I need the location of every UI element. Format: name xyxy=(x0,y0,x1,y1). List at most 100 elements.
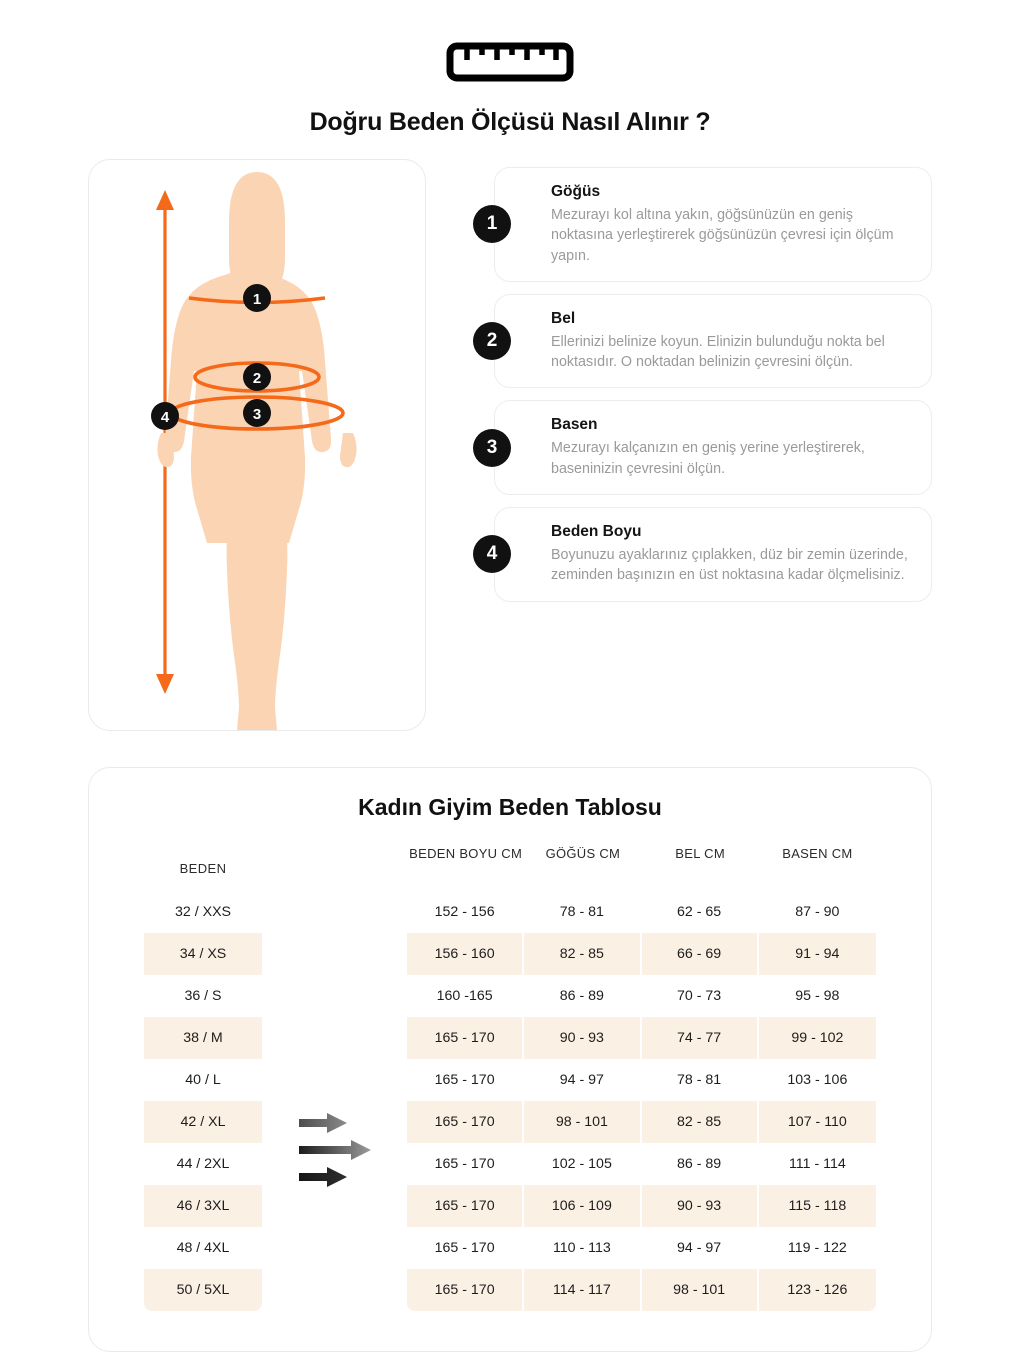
instruction-title-waist: Bel xyxy=(551,309,576,327)
instruction-cards: 1 Göğüs Mezurayı kol altına yakın, göğsü… xyxy=(472,159,932,602)
measurement-cell: 70 - 73 xyxy=(642,975,759,1017)
size-cell: 36 / S xyxy=(144,975,262,1017)
measurement-cell: 165 - 170 xyxy=(407,1059,525,1101)
measurement-cell: 99 - 102 xyxy=(791,1030,844,1046)
page-header: Doğru Beden Ölçüsü Nasıl Alınır ? xyxy=(0,0,1020,137)
table-row: 165 - 170 106 - 109 90 - 93 115 - 118 xyxy=(407,1185,876,1227)
measurement-column-header: BASEN CM xyxy=(782,846,853,861)
ruler-icon-wrap xyxy=(0,34,1020,90)
instruction-title-chest: Göğüs xyxy=(551,183,601,200)
arrows-column xyxy=(262,845,407,1311)
instruction-card-chest: 1 Göğüs Mezurayı kol altına yakın, göğsü… xyxy=(473,167,932,282)
measurement-cell: 82 - 85 xyxy=(524,933,642,975)
measurement-row-list: 152 - 156 78 - 81 62 - 65 87 - 90 156 - 160 8… xyxy=(407,891,876,1311)
measurement-cell: 165 - 170 xyxy=(407,1269,525,1311)
instruction-title-hips: Basen xyxy=(551,416,598,434)
size-cell-list: 32 / XXS 34 / XS 36 / S 38 / M 40 / L 42 / XL… xyxy=(144,891,262,1311)
ruler-icon xyxy=(446,42,574,82)
measurement-cell: 103 - 106 xyxy=(787,1072,848,1088)
measurement-cell: 165 - 170 xyxy=(407,1101,525,1143)
table-row: 165 - 170 94 - 97 78 - 81 103 - 106 xyxy=(407,1059,876,1101)
measurement-cell: 115 - 118 xyxy=(788,1198,847,1214)
measurement-cell: 107 - 110 xyxy=(787,1114,847,1130)
figure-badge-3: 3 xyxy=(243,399,271,427)
measurement-cell: 95 - 98 xyxy=(795,988,840,1004)
arrow-group xyxy=(298,1113,371,1187)
table-row: 165 - 170 110 - 113 94 - 97 119 - 122 xyxy=(407,1227,876,1269)
size-cell: 42 / XL xyxy=(144,1101,262,1143)
instruction-text-height: Boyunuzu ayaklarınız çıplakken, düz bir … xyxy=(551,547,908,584)
size-table-title: Kadın Giyim Beden Tablosu xyxy=(358,794,662,820)
instruction-text-waist: Ellerinizi belinize koyun. Elinizin bulu… xyxy=(551,333,885,371)
measurement-cell: 165 - 170 xyxy=(407,1185,525,1227)
table-row: 165 - 170 114 - 117 98 - 101 123 - 126 xyxy=(407,1269,876,1311)
instruction-badge-3: 3 xyxy=(473,428,511,467)
measurement-cell: 165 - 170 xyxy=(407,1227,525,1269)
measurement-cell: 165 - 170 xyxy=(407,1017,525,1059)
measurement-cell: 86 - 89 xyxy=(642,1143,759,1185)
measurement-column-header: BEL CM xyxy=(675,846,725,861)
measurement-cell: 82 - 85 xyxy=(642,1101,759,1143)
measurement-guide-section: 1 2 3 4 1 Göğüs Mezurayı kol altına yakı… xyxy=(0,137,1020,734)
measurement-cell: 62 - 65 xyxy=(642,891,759,933)
measurement-cell: 90 - 93 xyxy=(642,1185,759,1227)
measurement-cell: 98 - 101 xyxy=(642,1269,759,1311)
measurement-column-header: GÖĞÜS CM xyxy=(545,846,621,861)
figure-badge-2: 2 xyxy=(243,363,271,391)
instruction-badge-1: 1 xyxy=(473,205,511,244)
measurement-cell: 98 - 101 xyxy=(524,1101,642,1143)
instruction-badge-4: 4 xyxy=(473,535,511,574)
measurement-header-row: BEDEN BOYU CM GÖĞÜS CM BEL CM BASEN CM xyxy=(407,845,876,891)
arrow-right-gray-short-icon xyxy=(298,1113,347,1133)
instruction-card-hips: 3 Basen Mezurayı kalçanızın en geniş yer… xyxy=(473,400,932,496)
measurement-cell: 106 - 109 xyxy=(524,1185,642,1227)
size-column-header: BEDEN xyxy=(179,860,227,876)
size-table-panel: Kadın Giyim Beden Tablosu BEDEN 32 / XXS… xyxy=(88,767,932,1352)
size-cell: 40 / L xyxy=(144,1059,262,1101)
size-cell: 38 / M xyxy=(144,1017,262,1059)
arrow-right-gradient-long-icon xyxy=(298,1140,371,1160)
instruction-badge-2: 2 xyxy=(473,322,511,361)
measurement-cell: 74 - 77 xyxy=(642,1017,759,1059)
measurement-cell: 165 - 170 xyxy=(407,1143,525,1185)
measurement-cell: 119 - 122 xyxy=(787,1240,847,1256)
size-cell: 44 / 2XL xyxy=(144,1143,262,1185)
instruction-card-height: 4 Beden Boyu Boyunuzu ayaklarınız çıplak… xyxy=(473,507,932,602)
measurement-cell: 86 - 89 xyxy=(524,975,642,1017)
instruction-title-height: Beden Boyu xyxy=(551,523,642,541)
height-arrow-head-top xyxy=(156,190,174,210)
measurement-cell: 152 - 156 xyxy=(407,891,525,933)
figure-badge-1: 1 xyxy=(243,284,271,312)
size-cell: 46 / 3XL xyxy=(144,1185,262,1227)
svg-text:2: 2 xyxy=(253,370,261,387)
table-row: 156 - 160 82 - 85 66 - 69 91 - 94 xyxy=(407,933,876,975)
size-cell: 48 / 4XL xyxy=(144,1227,262,1269)
measurement-cell: 110 - 113 xyxy=(524,1227,642,1269)
body-figure-illustration: 1 2 3 4 xyxy=(151,172,357,734)
size-cell: 50 / 5XL xyxy=(144,1269,262,1311)
arrow-right-black-short-icon xyxy=(298,1167,347,1187)
measurement-cell: 78 - 81 xyxy=(524,891,642,933)
size-cell: 32 / XXS xyxy=(144,891,262,933)
measurement-cell: 90 - 93 xyxy=(524,1017,642,1059)
measurement-cell: 94 - 97 xyxy=(524,1059,642,1101)
svg-text:4: 4 xyxy=(161,409,170,426)
svg-text:3: 3 xyxy=(253,406,261,423)
figure-badge-4: 4 xyxy=(151,402,179,430)
body-figure-panel: 1 2 3 4 xyxy=(88,159,426,734)
measurement-cell: 87 - 90 xyxy=(795,904,840,920)
svg-text:1: 1 xyxy=(253,291,261,308)
table-row: 165 - 170 98 - 101 82 - 85 107 - 110 xyxy=(407,1101,876,1143)
measurement-cell: 66 - 69 xyxy=(642,933,759,975)
instruction-card-waist: 2 Bel Ellerinizi belinize koyun. Elinizi… xyxy=(473,293,932,389)
page-title: Doğru Beden Ölçüsü Nasıl Alınır ? xyxy=(309,108,711,136)
measurement-columns: BEDEN BOYU CM GÖĞÜS CM BEL CM BASEN CM 152 … xyxy=(407,845,876,1311)
table-row: 165 - 170 90 - 93 74 - 77 99 - 102 xyxy=(407,1017,876,1059)
measurement-cell: 156 - 160 xyxy=(407,933,525,975)
measurement-column-header: BEDEN BOYU CM xyxy=(409,846,523,861)
table-row: 165 - 170 102 - 105 86 - 89 111 - 114 xyxy=(407,1143,876,1185)
measurement-cell: 160 -165 xyxy=(407,975,525,1017)
table-row: 160 -165 86 - 89 70 - 73 95 - 98 xyxy=(407,975,876,1017)
